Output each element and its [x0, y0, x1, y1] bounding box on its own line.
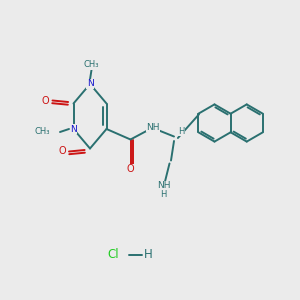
Text: N: N [70, 124, 77, 134]
Text: NH: NH [157, 182, 170, 190]
Text: N: N [87, 80, 93, 88]
Text: O: O [58, 146, 66, 157]
Text: H: H [160, 190, 167, 199]
Text: H: H [144, 248, 153, 262]
Text: CH₃: CH₃ [84, 60, 99, 69]
Text: NH: NH [146, 123, 160, 132]
Text: CH₃: CH₃ [35, 128, 50, 136]
Text: Cl: Cl [108, 248, 119, 262]
Text: O: O [42, 95, 50, 106]
Text: H: H [178, 127, 184, 136]
Text: O: O [127, 164, 134, 175]
